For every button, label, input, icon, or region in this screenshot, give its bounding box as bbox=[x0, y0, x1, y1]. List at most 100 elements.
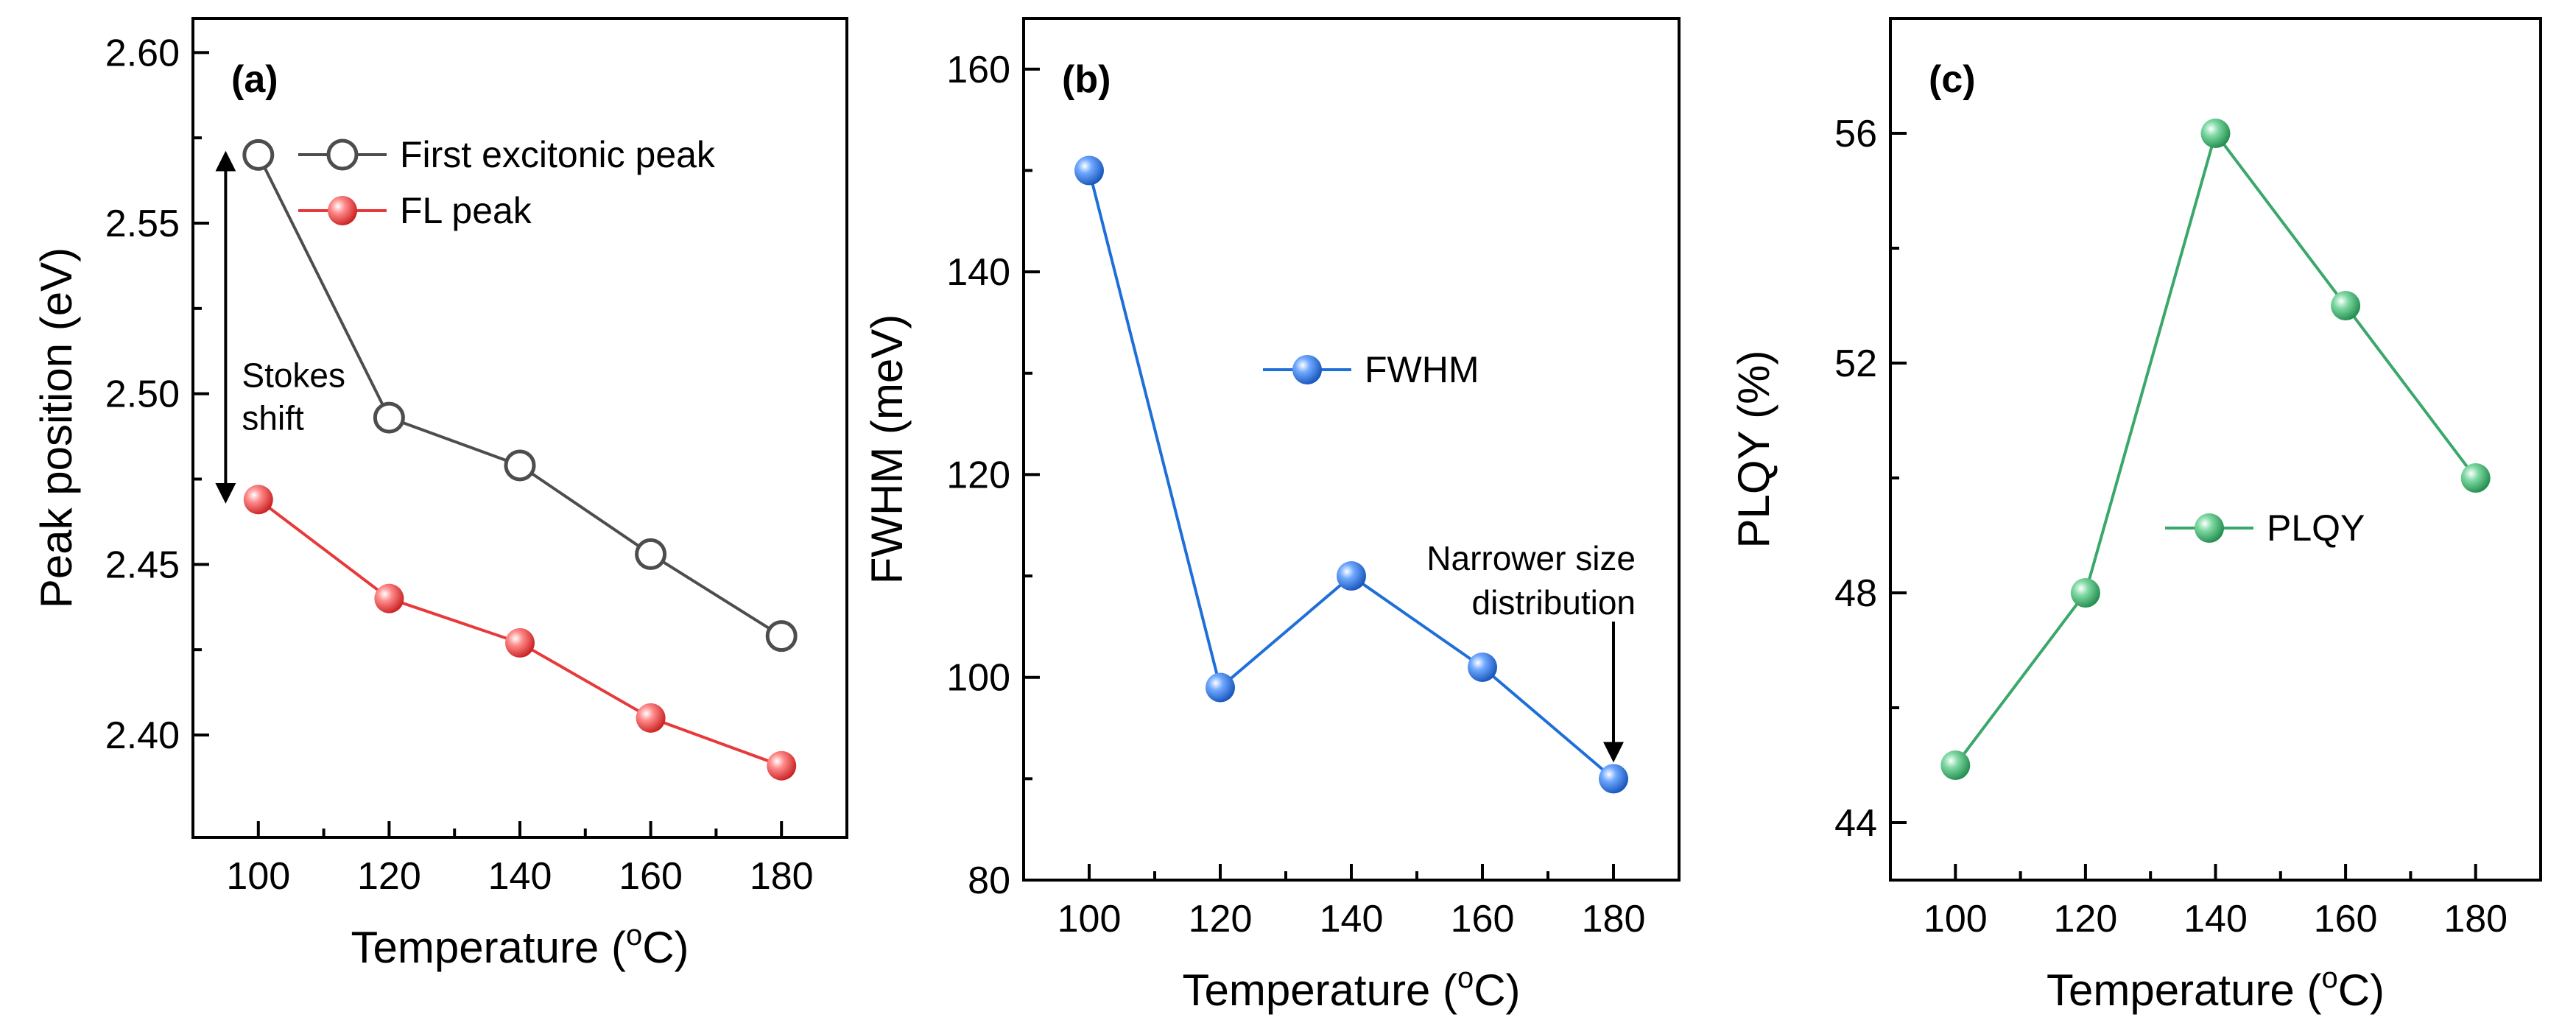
x-tick-label: 100 bbox=[1058, 898, 1122, 940]
stokes-shift-annotation: Stokes shift bbox=[215, 150, 345, 504]
data-point bbox=[2460, 463, 2491, 493]
x-axis-title-end: C) bbox=[2338, 966, 2385, 1015]
x-tick-label: 160 bbox=[1451, 898, 1515, 940]
panel-label: (a) bbox=[231, 58, 278, 101]
annotation-line-1: Narrower size bbox=[1426, 539, 1636, 577]
data-point bbox=[2331, 291, 2361, 320]
x-tick-label: 180 bbox=[2443, 898, 2508, 940]
y-axis-title: PLQY (%) bbox=[1729, 351, 1778, 549]
y-tick-label: 2.50 bbox=[105, 373, 180, 416]
data-point bbox=[1940, 750, 1971, 780]
x-axis-title-main: Temperature ( bbox=[1182, 966, 1457, 1015]
data-point bbox=[635, 538, 667, 570]
data-point bbox=[374, 583, 404, 613]
x-tick-labels: 100 120 140 160 180 bbox=[1058, 898, 1646, 940]
data-point bbox=[1337, 561, 1366, 591]
y-tick-label: 80 bbox=[968, 859, 1010, 902]
y-tick-label: 140 bbox=[946, 251, 1010, 294]
x-tick-label: 120 bbox=[1189, 898, 1253, 940]
panel-c: 100 120 140 160 180 44 48 52 56 PLQY (c) Temper… bbox=[1729, 17, 2542, 1015]
data-point bbox=[505, 627, 535, 658]
y-tick-labels: 2.40 2.45 2.50 2.55 2.60 bbox=[105, 32, 180, 757]
tick-marks bbox=[1024, 67, 1615, 882]
x-tick-label: 120 bbox=[2054, 898, 2118, 940]
legend-label-fl: FL peak bbox=[400, 190, 532, 231]
y-tick-label: 120 bbox=[946, 454, 1010, 496]
legend-marker-excitonic bbox=[326, 138, 359, 171]
x-tick-label: 180 bbox=[1582, 898, 1646, 940]
x-axis-title-sup: o bbox=[626, 919, 642, 952]
legend: FWHM bbox=[1263, 349, 1479, 390]
x-tick-label: 120 bbox=[357, 855, 421, 898]
x-axis-title-main: Temperature ( bbox=[2047, 966, 2321, 1015]
y-tick-label: 2.40 bbox=[105, 714, 180, 757]
panel-label: (c) bbox=[1929, 58, 1976, 101]
y-tick-label: 52 bbox=[1834, 342, 1877, 385]
x-axis-title-sup: o bbox=[2321, 962, 2337, 994]
y-tick-labels: 80 100 120 140 160 bbox=[946, 49, 1010, 902]
x-axis-title: Temperature (oC) bbox=[1182, 962, 1520, 1015]
x-tick-label: 140 bbox=[488, 855, 552, 898]
x-tick-label: 140 bbox=[2183, 898, 2248, 940]
annotation-line-2: distribution bbox=[1472, 583, 1636, 622]
legend-marker-fwhm bbox=[1292, 355, 1322, 384]
x-axis-title-end: C) bbox=[1474, 966, 1520, 1015]
x-axis-title-main: Temperature ( bbox=[351, 923, 625, 972]
panel-b: 100 120 140 160 180 80 100 120 140 160 Narrower … bbox=[862, 17, 1681, 1015]
panel-a: 100 120 140 160 180 2.40 2.45 2.50 2.55 2.60 Sto… bbox=[32, 17, 848, 972]
series-group bbox=[1940, 119, 2491, 780]
series-line bbox=[1088, 169, 1615, 780]
data-point bbox=[1599, 764, 1628, 794]
legend-marker-fl bbox=[328, 196, 357, 225]
y-tick-label: 2.60 bbox=[105, 32, 180, 74]
y-tick-label: 48 bbox=[1834, 572, 1877, 615]
x-axis-title-sup: o bbox=[1457, 962, 1474, 994]
series-line bbox=[1954, 130, 2477, 767]
x-tick-label: 100 bbox=[1924, 898, 1988, 940]
y-tick-label: 2.45 bbox=[105, 544, 180, 586]
data-point bbox=[1206, 672, 1235, 703]
series-group bbox=[1074, 155, 1628, 794]
tick-marks bbox=[1890, 132, 2477, 880]
data-point bbox=[243, 485, 273, 515]
data-point bbox=[767, 750, 797, 781]
annotation-line-1: Stokes bbox=[242, 356, 345, 394]
data-point bbox=[636, 703, 666, 733]
x-tick-labels: 100 120 140 160 180 bbox=[1924, 898, 2508, 940]
legend: PLQY bbox=[2165, 507, 2365, 549]
x-tick-label: 180 bbox=[750, 855, 814, 898]
legend-label-excitonic: First excitonic peak bbox=[400, 134, 716, 175]
x-axis-title-end: C) bbox=[642, 923, 689, 972]
series-group bbox=[242, 138, 798, 781]
data-point bbox=[1468, 652, 1497, 682]
y-axis-title: FWHM (meV) bbox=[862, 314, 912, 585]
y-tick-label: 2.55 bbox=[105, 203, 180, 245]
x-tick-label: 100 bbox=[226, 855, 290, 898]
legend-label-fwhm: FWHM bbox=[1365, 349, 1479, 390]
y-tick-label: 160 bbox=[946, 49, 1010, 91]
narrower-distribution-annotation: Narrower size distribution bbox=[1426, 539, 1636, 763]
y-axis-title: Peak position (eV) bbox=[32, 247, 81, 608]
x-tick-labels: 100 120 140 160 180 bbox=[226, 855, 813, 898]
data-point bbox=[2200, 119, 2231, 148]
data-point bbox=[2070, 578, 2100, 608]
legend-label-plqy: PLQY bbox=[2267, 507, 2365, 549]
data-point bbox=[373, 401, 405, 434]
y-tick-label: 44 bbox=[1834, 802, 1877, 845]
panel-label: (b) bbox=[1062, 58, 1111, 101]
legend: First excitonic peak FL peak bbox=[298, 134, 716, 231]
y-tick-label: 100 bbox=[946, 657, 1010, 700]
x-axis-title: Temperature (oC) bbox=[2047, 962, 2385, 1015]
x-axis-title: Temperature (oC) bbox=[351, 919, 689, 972]
data-point bbox=[1074, 155, 1104, 186]
tick-marks bbox=[193, 51, 784, 837]
data-point bbox=[504, 449, 536, 482]
legend-marker-plqy bbox=[2195, 513, 2224, 543]
y-tick-label: 56 bbox=[1834, 113, 1877, 155]
annotation-line-2: shift bbox=[242, 398, 304, 437]
data-point bbox=[242, 138, 275, 171]
y-tick-labels: 44 48 52 56 bbox=[1834, 113, 1877, 845]
x-tick-label: 160 bbox=[619, 855, 683, 898]
data-point bbox=[765, 620, 798, 653]
